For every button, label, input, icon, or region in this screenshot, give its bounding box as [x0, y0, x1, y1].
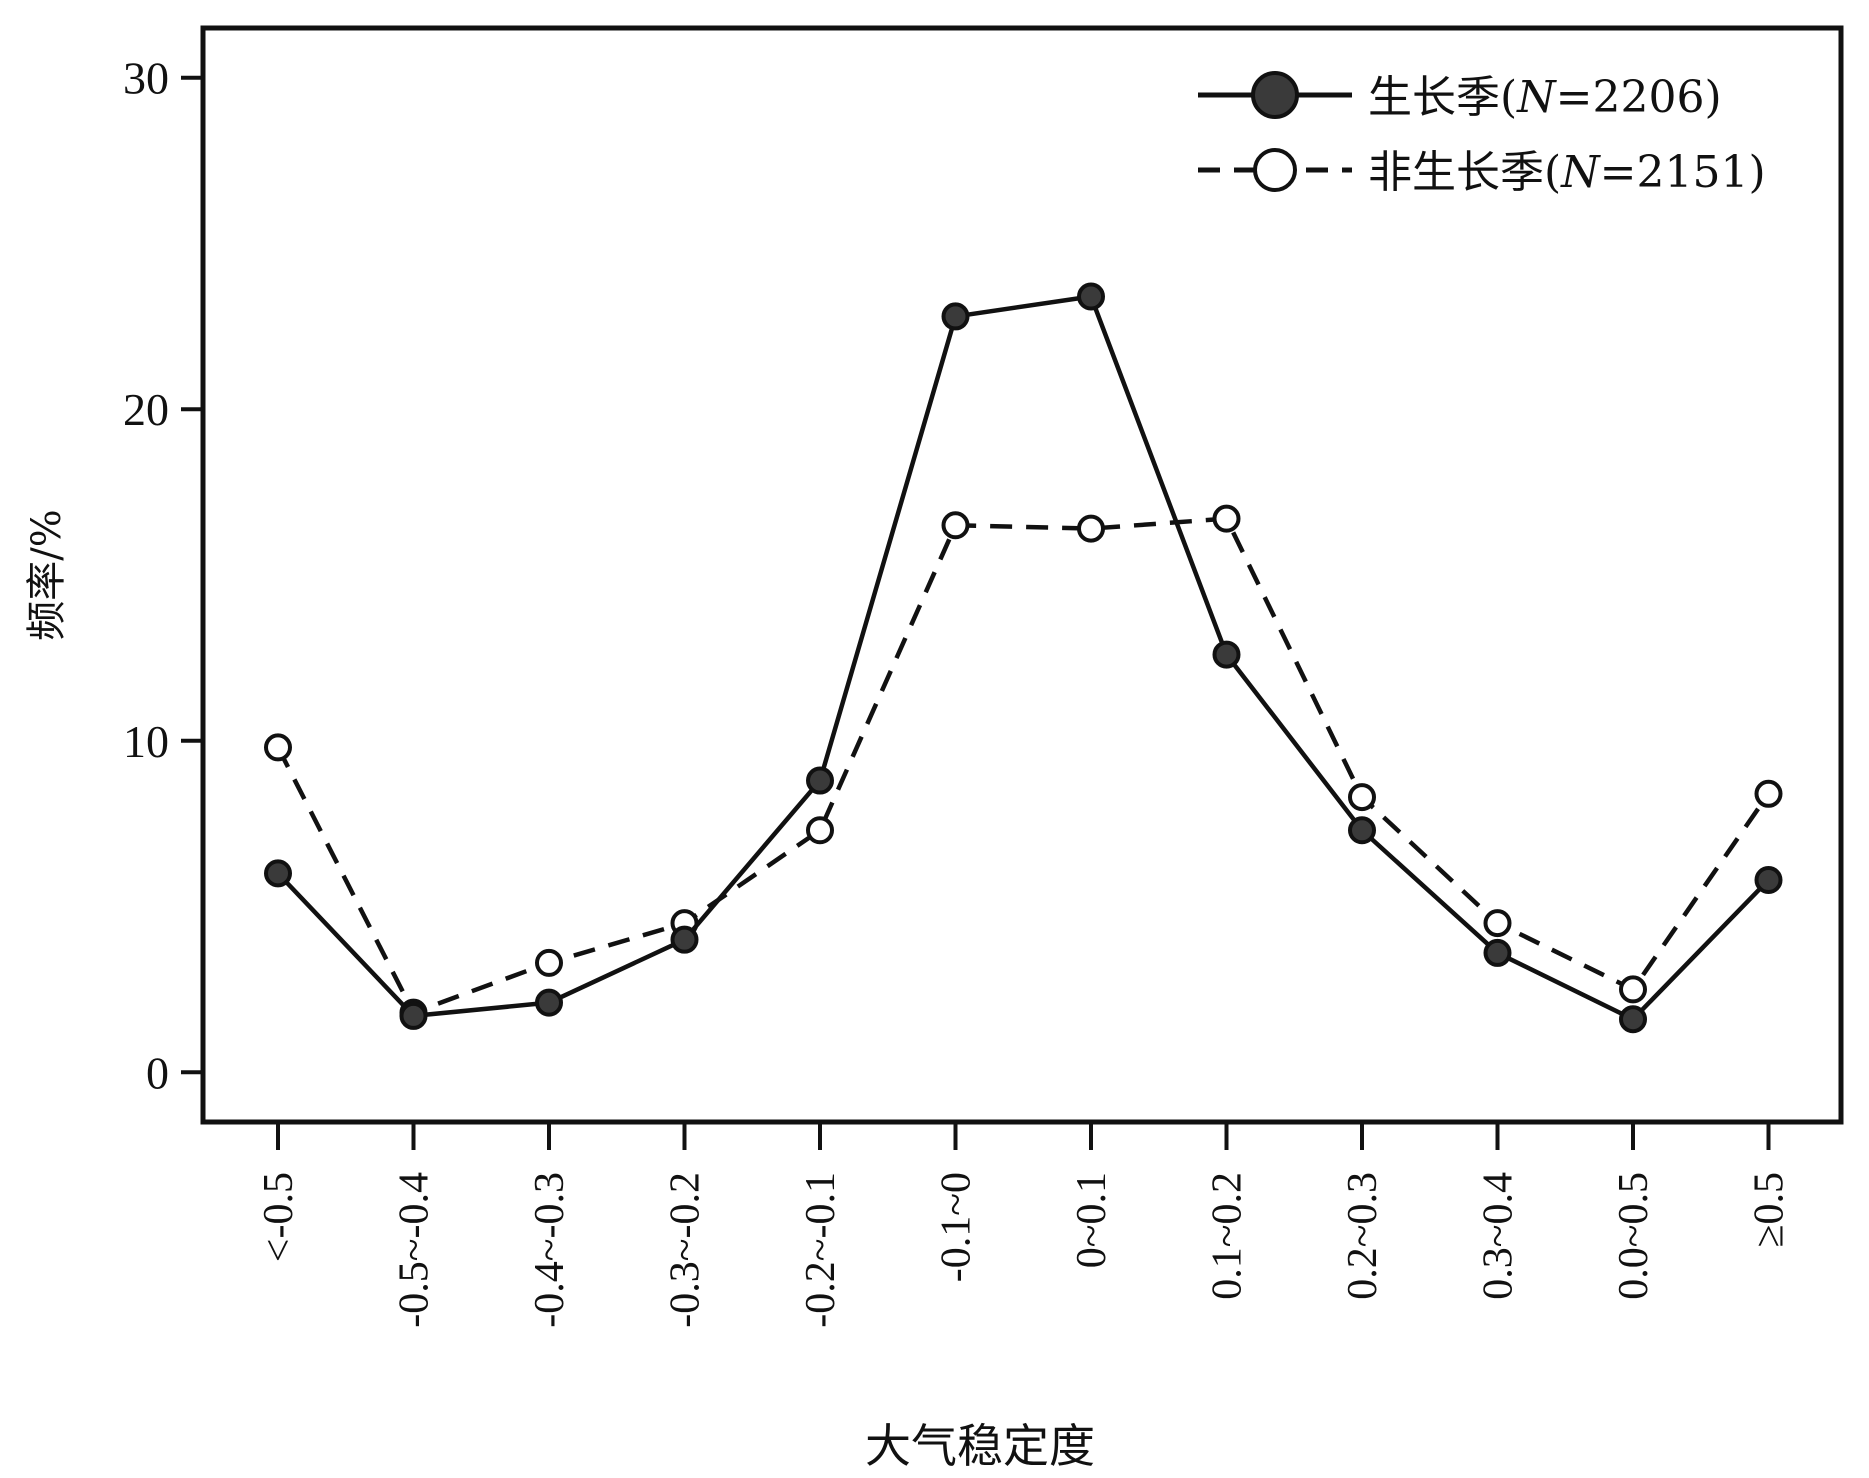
series-line	[276, 294, 1771, 1022]
x-tick-label: 0.1~0.2	[1205, 1172, 1251, 1300]
x-axis: <-0.5 -0.5~-0.4 -0.4~-0.3 -0.3~-0.2 -0.2~-0.…	[256, 1122, 1793, 1328]
data-point-filled	[535, 988, 563, 1017]
x-tick-label: 0.0~0.5	[1611, 1172, 1657, 1300]
series-line	[275, 516, 1771, 1015]
y-tick-label: 0	[146, 1047, 169, 1098]
legend-label-growing-n: N	[1516, 72, 1557, 123]
y-tick-label: 10	[123, 716, 169, 767]
data-point-open	[264, 733, 292, 762]
data-point-filled	[1619, 1005, 1647, 1034]
legend-label-non-growing-suffix: =2151)	[1600, 147, 1766, 198]
data-point-open	[1483, 909, 1512, 938]
data-point-open	[1348, 783, 1376, 812]
legend-marker-filled	[1251, 71, 1299, 119]
data-point-filled	[399, 1001, 428, 1030]
x-tick-label: -0.3~-0.2	[663, 1172, 709, 1328]
data-point-filled	[941, 302, 970, 331]
x-tick-label: <-0.5	[256, 1172, 302, 1262]
data-point-filled	[806, 766, 834, 795]
legend-label-growing-season: 生长季(N=2206)	[1368, 72, 1722, 123]
legend-entry-non-growing-season: 非生长季(N=2151)	[1198, 147, 1766, 198]
data-point-open	[1212, 504, 1241, 533]
legend-entry-growing-season: 生长季(N=2206)	[1198, 71, 1722, 123]
data-point-open	[1619, 975, 1647, 1004]
data-point-open	[941, 511, 970, 540]
y-axis-title: 频率/%	[24, 509, 70, 640]
plot-frame	[200, 25, 1844, 1125]
series-non-growing-season	[264, 504, 1783, 1027]
series-layer	[264, 282, 1783, 1034]
data-point-open	[806, 816, 834, 845]
data-point-filled	[264, 859, 292, 888]
data-point-filled	[1077, 282, 1105, 311]
data-point-open	[1754, 779, 1783, 808]
data-point-filled	[1212, 640, 1241, 669]
data-point-filled	[670, 925, 699, 954]
y-tick-label: 20	[123, 384, 169, 435]
legend-marker-open	[1253, 148, 1297, 192]
x-tick-label: 0.2~0.3	[1340, 1172, 1386, 1300]
data-point-filled	[1483, 938, 1512, 967]
data-point-filled	[1348, 816, 1376, 845]
x-tick-label: 0~0.1	[1069, 1172, 1115, 1268]
legend-label-growing-suffix: =2206)	[1556, 72, 1722, 123]
x-tick-label: 0.3~0.4	[1476, 1172, 1522, 1300]
series-growing-season	[264, 282, 1783, 1034]
x-tick-label: -0.1~0	[934, 1172, 980, 1282]
legend-label-non-growing-prefix: 非生长季(	[1368, 147, 1561, 198]
y-tick-label: 30	[123, 53, 169, 104]
legend-label-non-growing-season: 非生长季(N=2151)	[1368, 147, 1766, 198]
y-axis: 0 10 20 30	[123, 53, 203, 1098]
legend-label-growing-prefix: 生长季(	[1368, 72, 1517, 123]
legend: 生长季(N=2206) 非生长季(N=2151)	[1198, 71, 1766, 198]
data-point-open	[535, 948, 563, 977]
legend-label-non-growing-n: N	[1560, 147, 1601, 198]
x-tick-label: -0.5~-0.4	[392, 1172, 438, 1328]
data-point-open	[1077, 514, 1105, 543]
data-point-filled	[1754, 865, 1783, 894]
x-tick-label: -0.4~-0.3	[527, 1172, 573, 1328]
x-tick-label: -0.2~-0.1	[798, 1172, 844, 1328]
x-axis-title: 大气稳定度	[865, 1419, 1095, 1473]
x-tick-label: ≥0.5	[1747, 1172, 1793, 1248]
